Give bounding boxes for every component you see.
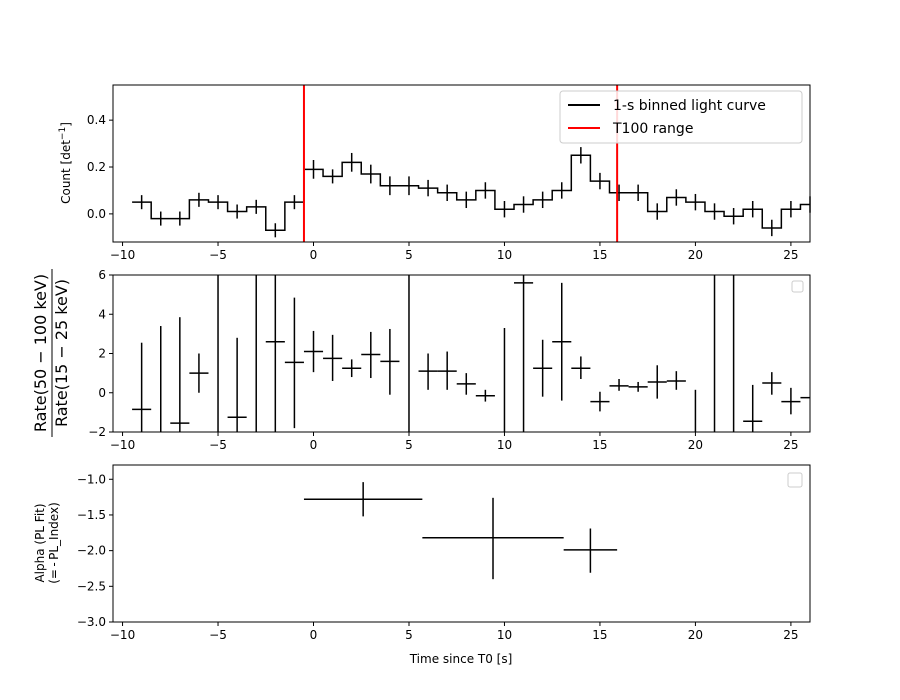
legend-label-light-curve: 1-s binned light curve	[613, 98, 766, 114]
light-curve-panel: −10 −5 0 5 10 15 20 25 0.0 0.2 0.4 Count [det−1] 1…	[58, 84, 811, 262]
hardness-ratio-ylabel: Rate(50 − 100 keV) Rate(15 − 25 keV)	[31, 269, 71, 437]
light-curve-xtick-label: 25	[783, 248, 798, 262]
hardness-ratio-xtick-label: 25	[783, 438, 798, 452]
alpha-frame	[112, 464, 811, 623]
light-curve-frame	[112, 84, 811, 243]
light-curve-legend: 1-s binned light curve T100 range	[559, 90, 803, 144]
alpha-empty-legend	[787, 472, 803, 488]
light-curve-ytick-label: 0.2	[87, 160, 106, 174]
hardness-ratio-xtick-label: 10	[497, 438, 512, 452]
alpha-ytick-label: −2.5	[77, 579, 106, 593]
hardness-ratio-ytick-label: 6	[98, 268, 106, 282]
hardness-ratio-ytick-label: 4	[98, 307, 106, 321]
alpha-ytick-label: −1.0	[77, 472, 106, 486]
hardness-ratio-ytick-label: 0	[98, 386, 106, 400]
alpha-ylabel: Alpha (PL Fit) (= - PL_Index)	[33, 502, 61, 584]
hardness-ratio-ytick-label: −2	[88, 425, 106, 439]
alpha-marks	[303, 482, 618, 580]
hardness-ratio-ticks: −10 −5 0 5 10 15 20 25 −2 0 2 4 6	[88, 268, 798, 452]
light-curve-xtick-label: 0	[310, 248, 318, 262]
alpha-xtick-label: 15	[592, 628, 607, 642]
hardness-ratio-marks	[132, 275, 810, 432]
hardness-ratio-xtick-label: 0	[310, 438, 318, 452]
light-curve-xtick-label: −5	[209, 248, 227, 262]
light-curve-xtick-label: 20	[688, 248, 703, 262]
alpha-ytick-label: −3.0	[77, 615, 106, 629]
light-curve-ytick-label: 0.0	[87, 207, 106, 221]
alpha-xtick-label: 25	[783, 628, 798, 642]
hardness-ratio-xtick-label: 20	[688, 438, 703, 452]
light-curve-ytick-label: 0.4	[87, 113, 106, 127]
hardness-ratio-xtick-label: −5	[209, 438, 227, 452]
alpha-ylabel-line1: Alpha (PL Fit)	[33, 503, 47, 582]
legend-label-t100: T100 range	[612, 121, 693, 137]
alpha-xtick-label: 20	[688, 628, 703, 642]
alpha-panel: −10 −5 0 5 10 15 20 25 −1.0 −1.5 −2.0 −2.5 −3.0 Alph…	[33, 464, 811, 666]
light-curve-xtick-label: −10	[110, 248, 135, 262]
alpha-ytick-label: −1.5	[77, 508, 106, 522]
hardness-ratio-ytick-label: 2	[98, 347, 106, 361]
light-curve-ticks: −10 −5 0 5 10 15 20 25 0.0 0.2 0.4	[87, 113, 799, 262]
alpha-ticks: −10 −5 0 5 10 15 20 25 −1.0 −1.5 −2.0 −2.5 −3.0	[77, 472, 799, 642]
hardness-ratio-ylabel-numerator: Rate(50 − 100 keV)	[31, 274, 50, 432]
hardness-ratio-ylabel-denominator: Rate(15 − 25 keV)	[52, 279, 71, 427]
light-curve-xtick-label: 10	[497, 248, 512, 262]
alpha-ylabel-line2: (= - PL_Index)	[47, 502, 61, 584]
hardness-ratio-xtick-label: 5	[405, 438, 413, 452]
alpha-xtick-label: −5	[209, 628, 227, 642]
hardness-ratio-xtick-label: −10	[110, 438, 135, 452]
hardness-ratio-panel: −10 −5 0 5 10 15 20 25 −2 0 2 4 6 Rate(50 − 100 keV)…	[31, 268, 811, 452]
legend-box	[559, 90, 803, 144]
alpha-ytick-label: −2.0	[77, 544, 106, 558]
alpha-xtick-label: 10	[497, 628, 512, 642]
hardness-ratio-xtick-label: 15	[592, 438, 607, 452]
light-curve-step-line	[132, 154, 810, 232]
alpha-xlabel: Time since T0 [s]	[409, 652, 513, 666]
alpha-xtick-label: 0	[310, 628, 318, 642]
light-curve-ylabel: Count [det−1]	[58, 122, 73, 204]
alpha-xtick-label: 5	[405, 628, 413, 642]
light-curve-xtick-label: 5	[405, 248, 413, 262]
alpha-xtick-label: −10	[110, 628, 135, 642]
light-curve-xtick-label: 15	[592, 248, 607, 262]
hardness-ratio-empty-legend	[791, 280, 804, 293]
